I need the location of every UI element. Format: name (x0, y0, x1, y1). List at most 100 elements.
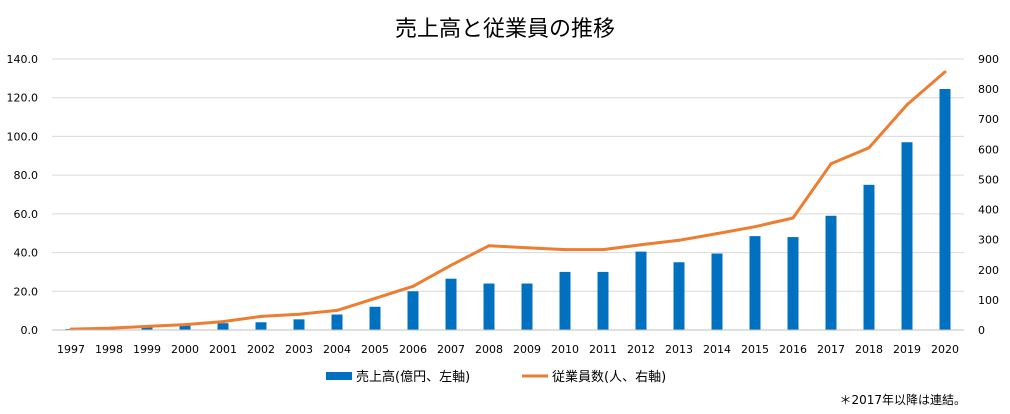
revenue-bar (673, 262, 685, 330)
left-tick-label: 120.0 (7, 92, 39, 105)
x-tick-label: 2009 (513, 343, 541, 356)
x-tick-label: 2003 (285, 343, 313, 356)
employee-point (753, 225, 757, 229)
x-tick-label: 2005 (361, 343, 389, 356)
revenue-bar (901, 142, 913, 330)
left-axis: 0.0 20.0 40.0 60.0 80.0 100.0 120.0 140.0 (7, 53, 39, 337)
right-tick-label: 600 (978, 143, 999, 156)
revenue-bar (711, 253, 723, 330)
revenue-bar (521, 283, 533, 330)
x-tick-label: 2018 (855, 343, 883, 356)
legend-bar-swatch (326, 372, 352, 380)
right-tick-label: 400 (978, 204, 999, 217)
legend-bar-label: 売上高(億円、左軸) (356, 369, 470, 385)
x-tick-label: 2017 (817, 343, 845, 356)
revenue-bar (141, 327, 153, 330)
x-tick-label: 2000 (171, 343, 199, 356)
chart-title: 売上高と従業員の推移 (395, 17, 615, 42)
revenue-bars (65, 89, 951, 330)
revenue-bar (217, 323, 229, 330)
employee-point (487, 244, 491, 248)
revenue-bar (331, 314, 343, 330)
x-tick-label: 1999 (133, 343, 161, 356)
x-tick-label: 2006 (399, 343, 427, 356)
legend-line-label: 従業員数(人、右軸) (552, 369, 666, 385)
x-tick-label: 1997 (57, 343, 85, 356)
employee-point (867, 146, 871, 150)
x-tick-label: 2013 (665, 343, 693, 356)
employee-point (715, 232, 719, 236)
right-tick-label: 300 (978, 234, 999, 247)
revenue-bar (407, 291, 419, 330)
employee-point (601, 248, 605, 252)
employee-point (183, 323, 187, 327)
chart-note: ＊2017年以降は連結。 (839, 393, 966, 407)
right-tick-label: 900 (978, 53, 999, 66)
revenue-bar (825, 215, 837, 330)
employee-point (829, 162, 833, 166)
left-tick-label: 80.0 (14, 169, 39, 182)
revenue-bar (483, 283, 495, 330)
x-tick-label: 2001 (209, 343, 237, 356)
employee-line (70, 70, 946, 331)
revenue-bar (939, 89, 951, 330)
revenue-bar (179, 325, 191, 330)
revenue-bar (255, 322, 267, 330)
employee-point (905, 103, 909, 107)
revenue-bar (369, 306, 381, 330)
revenue-bar (293, 319, 305, 330)
revenue-bar (863, 184, 875, 330)
left-tick-label: 60.0 (14, 208, 39, 221)
employee-point (943, 70, 947, 74)
legend: 売上高(億円、左軸) 従業員数(人、右軸) (326, 369, 666, 385)
x-tick-label: 2002 (247, 343, 275, 356)
x-tick-label: 2015 (741, 343, 769, 356)
right-tick-label: 100 (978, 294, 999, 307)
employee-point (145, 324, 149, 328)
employee-point (297, 312, 301, 316)
right-tick-label: 700 (978, 113, 999, 126)
revenue-bar (597, 271, 609, 330)
employee-point (335, 308, 339, 312)
employee-point (259, 314, 263, 318)
employee-point (373, 296, 377, 300)
revenue-bar (559, 271, 571, 330)
x-tick-label: 2012 (627, 343, 655, 356)
x-tick-label: 2007 (437, 343, 465, 356)
x-tick-label: 2010 (551, 343, 579, 356)
revenue-bar (787, 237, 799, 330)
left-tick-label: 100.0 (7, 130, 39, 143)
employee-point (525, 246, 529, 250)
x-tick-label: 2014 (703, 343, 731, 356)
employee-point (563, 248, 567, 252)
revenue-bar (749, 236, 761, 330)
x-tick-label: 2019 (893, 343, 921, 356)
revenue-bar (445, 278, 457, 330)
employee-point (107, 326, 111, 330)
gridlines (52, 58, 964, 292)
employee-point (639, 243, 643, 247)
x-tick-label: 1998 (95, 343, 123, 356)
left-tick-label: 20.0 (14, 285, 39, 298)
x-tick-label: 2004 (323, 343, 351, 356)
right-tick-label: 200 (978, 264, 999, 277)
x-tick-label: 2020 (931, 343, 959, 356)
employee-point (411, 284, 415, 288)
right-tick-label: 800 (978, 83, 999, 96)
x-tick-label: 2008 (475, 343, 503, 356)
right-axis: 0 100 200 300 400 500 600 700 800 900 (978, 53, 999, 337)
x-tick-label: 2011 (589, 343, 617, 356)
left-tick-label: 0.0 (21, 324, 39, 337)
x-axis: 1997 1998 1999 2000 2001 2002 2003 2004 2005 2006… (52, 329, 964, 356)
right-tick-label: 500 (978, 173, 999, 186)
employee-line-group (69, 70, 947, 331)
left-tick-label: 40.0 (14, 247, 39, 260)
x-tick-label: 2016 (779, 343, 807, 356)
left-tick-label: 140.0 (7, 53, 39, 66)
employee-point (449, 263, 453, 267)
right-tick-label: 0 (978, 324, 985, 337)
revenue-bar (635, 251, 647, 330)
employee-point (221, 320, 225, 324)
